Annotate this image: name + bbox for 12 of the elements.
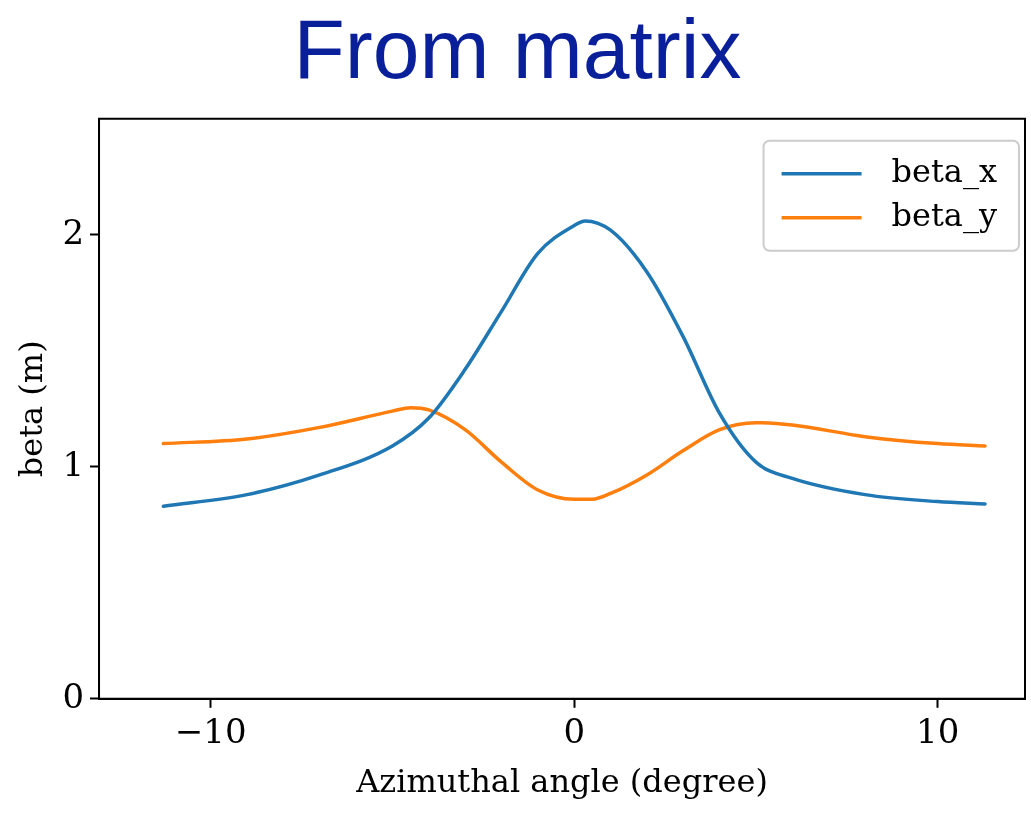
x-tick-label: −10 (174, 711, 247, 752)
y-axis-title: beta (m) (11, 340, 50, 478)
chart-title: From matrix (293, 1, 742, 96)
legend-label: beta_x (891, 152, 997, 191)
y-tick-label: 2 (62, 211, 85, 252)
y-tick-label: 1 (62, 443, 85, 484)
x-tick-label: 0 (563, 711, 586, 752)
x-tick-label: 10 (916, 711, 960, 752)
x-axis-title: Azimuthal angle (degree) (355, 762, 768, 801)
y-tick-label: 0 (62, 675, 85, 716)
line-series (161, 405, 987, 502)
legend-label: beta_y (891, 196, 997, 235)
